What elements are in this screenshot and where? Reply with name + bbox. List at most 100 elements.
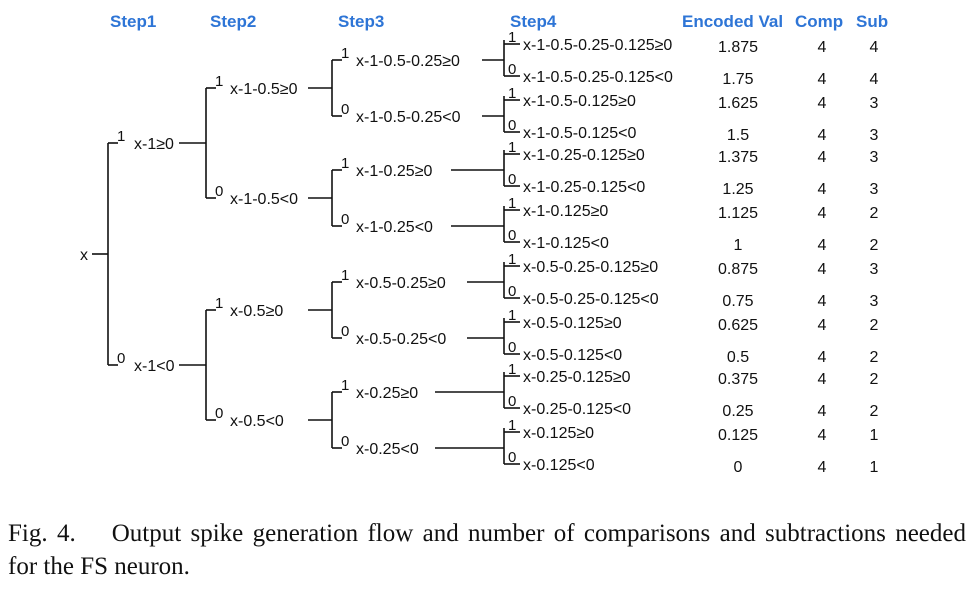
- subtraction-count: 2: [870, 371, 879, 388]
- step2-bit-zero: 0: [215, 405, 223, 422]
- step4-node-label: x-1-0.5-0.125≥0: [523, 93, 636, 110]
- subtraction-count: 2: [870, 403, 879, 420]
- step4-bit-zero: 0: [508, 117, 516, 134]
- step3-node-label: x-1-0.5-0.25≥0: [356, 53, 460, 70]
- encoded-value: 0.875: [718, 261, 758, 278]
- subtraction-count: 3: [870, 293, 879, 310]
- step1-bit-zero: 0: [117, 350, 125, 367]
- header-step3: Step3: [338, 12, 384, 31]
- step4-bit-zero: 0: [508, 393, 516, 410]
- header-sub: Sub: [856, 12, 888, 31]
- encoded-value: 0.5: [727, 349, 749, 366]
- step3-bit-one: 1: [341, 267, 349, 284]
- step4-bit-zero: 0: [508, 339, 516, 356]
- step4-node-label: x-1-0.5-0.25-0.125≥0: [523, 37, 672, 54]
- comparison-count: 4: [818, 127, 827, 144]
- comparison-count: 4: [818, 95, 827, 112]
- encoded-value: 0.125: [718, 427, 758, 444]
- encoded-value: 1.875: [718, 39, 758, 56]
- step2-bit-zero: 0: [215, 183, 223, 200]
- step3-bit-zero: 0: [341, 211, 349, 228]
- step3-node-label: x-1-0.25<0: [356, 219, 433, 236]
- step3-node-label: x-1-0.5-0.25<0: [356, 109, 461, 126]
- encoded-value: 1.375: [718, 149, 758, 166]
- step4-node-label: x-1-0.25-0.125<0: [523, 179, 645, 196]
- comparison-count: 4: [818, 261, 827, 278]
- step4-node-label: x-0.5-0.25-0.125<0: [523, 291, 659, 308]
- step3-bit-one: 1: [341, 155, 349, 172]
- header-step2: Step2: [210, 12, 256, 31]
- step3-node-label: x-0.25<0: [356, 441, 419, 458]
- step1-node-label: x-1≥0: [134, 136, 174, 153]
- step2-node-label: x-1-0.5≥0: [230, 81, 298, 98]
- step4-bit-one: 1: [508, 195, 516, 212]
- comparison-count: 4: [818, 459, 827, 476]
- step2-bit-one: 1: [215, 295, 223, 312]
- step3-bit-one: 1: [341, 45, 349, 62]
- header-step4: Step4: [510, 12, 557, 31]
- encoded-value: 0.375: [718, 371, 758, 388]
- subtraction-count: 1: [870, 427, 879, 444]
- step4-bit-zero: 0: [508, 171, 516, 188]
- step4-node-label: x-0.25-0.125<0: [523, 401, 631, 418]
- step3-bit-zero: 0: [341, 101, 349, 118]
- comparison-count: 4: [818, 181, 827, 198]
- step4-bit-zero: 0: [508, 449, 516, 466]
- step1-bit-one: 1: [117, 128, 125, 145]
- step2-node-label: x-1-0.5<0: [230, 191, 298, 208]
- comparison-count: 4: [818, 293, 827, 310]
- step3-node-label: x-0.25≥0: [356, 385, 418, 402]
- subtraction-count: 3: [870, 181, 879, 198]
- step4-bit-zero: 0: [508, 283, 516, 300]
- step4-node-label: x-0.5-0.125<0: [523, 347, 622, 364]
- subtraction-count: 4: [870, 39, 879, 56]
- step4-bit-one: 1: [508, 139, 516, 156]
- step4-node-label: x-0.25-0.125≥0: [523, 369, 631, 386]
- caption-text: Output spike generation flow and number …: [8, 520, 966, 580]
- step4-bit-one: 1: [508, 417, 516, 434]
- step2-bit-one: 1: [215, 73, 223, 90]
- step4-node-label: x-1-0.125<0: [523, 235, 609, 252]
- header-step1: Step1: [110, 12, 156, 31]
- step4-node-label: x-1-0.25-0.125≥0: [523, 147, 645, 164]
- encoded-value: 0.625: [718, 317, 758, 334]
- comparison-count: 4: [818, 39, 827, 56]
- step4-bit-zero: 0: [508, 227, 516, 244]
- subtraction-count: 2: [870, 237, 879, 254]
- step3-bit-one: 1: [341, 377, 349, 394]
- step4-node-label: x-1-0.5-0.125<0: [523, 125, 637, 142]
- subtraction-count: 3: [870, 127, 879, 144]
- subtraction-count: 2: [870, 349, 879, 366]
- subtraction-count: 4: [870, 71, 879, 88]
- encoded-value: 1.5: [727, 127, 749, 144]
- encoded-value: 0.75: [722, 293, 753, 310]
- subtraction-count: 2: [870, 205, 879, 222]
- subtraction-count: 3: [870, 95, 879, 112]
- comparison-count: 4: [818, 205, 827, 222]
- subtraction-count: 1: [870, 459, 879, 476]
- header-comp: Comp: [795, 12, 843, 31]
- comparison-count: 4: [818, 427, 827, 444]
- subtraction-count: 3: [870, 261, 879, 278]
- step4-node-label: x-0.125≥0: [523, 425, 594, 442]
- root-node-label: x: [80, 247, 88, 264]
- step4-node-label: x-1-0.125≥0: [523, 203, 608, 220]
- comparison-count: 4: [818, 237, 827, 254]
- encoded-value: 1.75: [722, 71, 753, 88]
- step4-bit-zero: 0: [508, 61, 516, 78]
- encoded-value: 1: [734, 237, 743, 254]
- step2-node-label: x-0.5≥0: [230, 303, 283, 320]
- step3-node-label: x-0.5-0.25≥0: [356, 275, 446, 292]
- step4-node-label: x-0.5-0.25-0.125≥0: [523, 259, 658, 276]
- comparison-count: 4: [818, 371, 827, 388]
- header-encoded-val: Encoded Val: [682, 12, 783, 31]
- comparison-count: 4: [818, 403, 827, 420]
- encoded-value: 1.25: [722, 181, 753, 198]
- step3-bit-zero: 0: [341, 323, 349, 340]
- step4-bit-one: 1: [508, 251, 516, 268]
- spike-generation-tree: Step1 Step2 Step3 Step4 Encoded Val Comp…: [80, 12, 888, 476]
- step4-bit-one: 1: [508, 85, 516, 102]
- comparison-count: 4: [818, 317, 827, 334]
- step4-bit-one: 1: [508, 361, 516, 378]
- step2-node-label: x-0.5<0: [230, 413, 284, 430]
